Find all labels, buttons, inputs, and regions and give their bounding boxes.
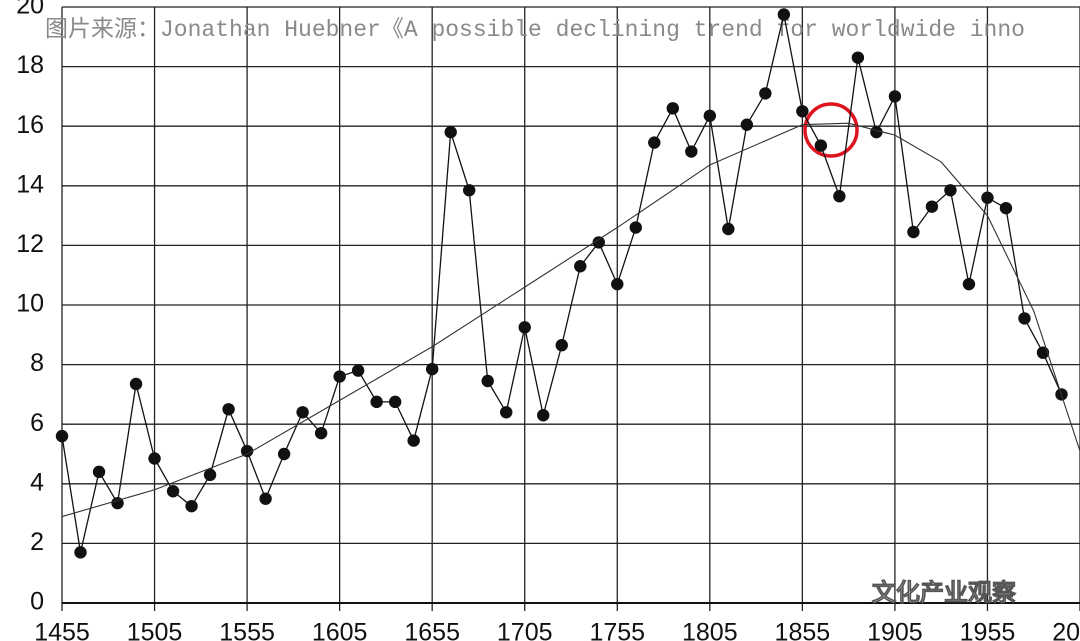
data-point	[222, 403, 235, 416]
source-caption: 图片来源：Jonathan Huebner《A possible declini…	[45, 16, 1025, 43]
data-point	[851, 51, 865, 64]
data-point	[518, 321, 531, 334]
watermark: 文化产业观察	[872, 578, 1017, 606]
data-point	[796, 105, 809, 118]
data-point	[777, 8, 791, 21]
x-tick-label: 1555	[219, 619, 275, 641]
data-point	[574, 260, 587, 273]
highlight-circle	[803, 102, 859, 158]
data-point	[944, 184, 957, 197]
y-tick-label: 8	[30, 349, 44, 377]
data-point	[296, 406, 309, 419]
x-tick-label: 1705	[497, 619, 553, 641]
data-point	[833, 190, 846, 203]
x-tick-label: 1805	[682, 619, 738, 641]
data-point	[314, 426, 328, 440]
data-point	[666, 102, 679, 115]
data-point	[259, 492, 272, 505]
y-tick-label: 14	[16, 170, 44, 198]
y-tick-label: 10	[16, 290, 44, 318]
x-tick-label: 1655	[404, 619, 460, 641]
y-tick-label: 6	[30, 409, 44, 437]
data-point	[444, 125, 457, 139]
data-point	[148, 452, 161, 465]
data-point	[1018, 312, 1031, 325]
data-point	[611, 277, 624, 291]
x-tick-label: 1505	[127, 619, 183, 641]
data-point	[481, 374, 494, 388]
data-point	[962, 277, 976, 291]
data-point	[759, 87, 772, 100]
data-point	[463, 184, 476, 197]
data-point	[999, 201, 1013, 215]
data-point	[925, 200, 939, 213]
data-point	[92, 465, 106, 479]
x-tick-label: 1605	[312, 619, 368, 641]
data-point	[55, 429, 69, 443]
data-point	[592, 236, 605, 249]
data-point	[333, 370, 346, 383]
y-tick-label: 2	[30, 528, 44, 556]
x-tick-label: 1855	[775, 619, 831, 641]
y-tick-label: 16	[16, 111, 44, 139]
x-tick-label: 1955	[960, 619, 1016, 641]
data-point	[722, 222, 735, 236]
data-point	[407, 434, 420, 447]
x-tick-label: 1905	[867, 619, 923, 641]
data-point	[870, 125, 883, 139]
x-tick-label: 1455	[34, 619, 90, 641]
data-point	[648, 136, 661, 149]
data-point	[425, 362, 439, 376]
data-point	[981, 191, 994, 204]
y-tick-label: 20	[16, 0, 44, 20]
data-point	[129, 377, 143, 391]
data-point	[685, 145, 698, 158]
data-point	[537, 409, 550, 422]
y-tick-label: 18	[16, 51, 44, 79]
x-tick-label: 2005	[1052, 619, 1080, 641]
data-point	[888, 90, 902, 103]
data-point	[166, 485, 180, 498]
data-point	[277, 447, 291, 461]
data-point	[500, 406, 513, 419]
data-point	[388, 395, 402, 409]
data-point	[703, 109, 717, 122]
data-point	[814, 139, 828, 152]
trend-line	[61, 122, 1080, 518]
y-tick-label: 12	[16, 230, 44, 258]
data-point	[185, 499, 198, 513]
data-point	[907, 225, 920, 239]
data-point	[555, 339, 568, 352]
data-point	[203, 468, 217, 482]
data-point	[740, 118, 754, 131]
data-point	[370, 395, 383, 409]
data-point	[351, 364, 365, 377]
data-point	[240, 444, 254, 458]
data-point	[629, 221, 642, 234]
data-point	[74, 546, 87, 559]
y-tick-label: 4	[30, 468, 44, 496]
y-tick-label: 0	[30, 588, 44, 616]
x-tick-label: 1755	[589, 619, 645, 641]
